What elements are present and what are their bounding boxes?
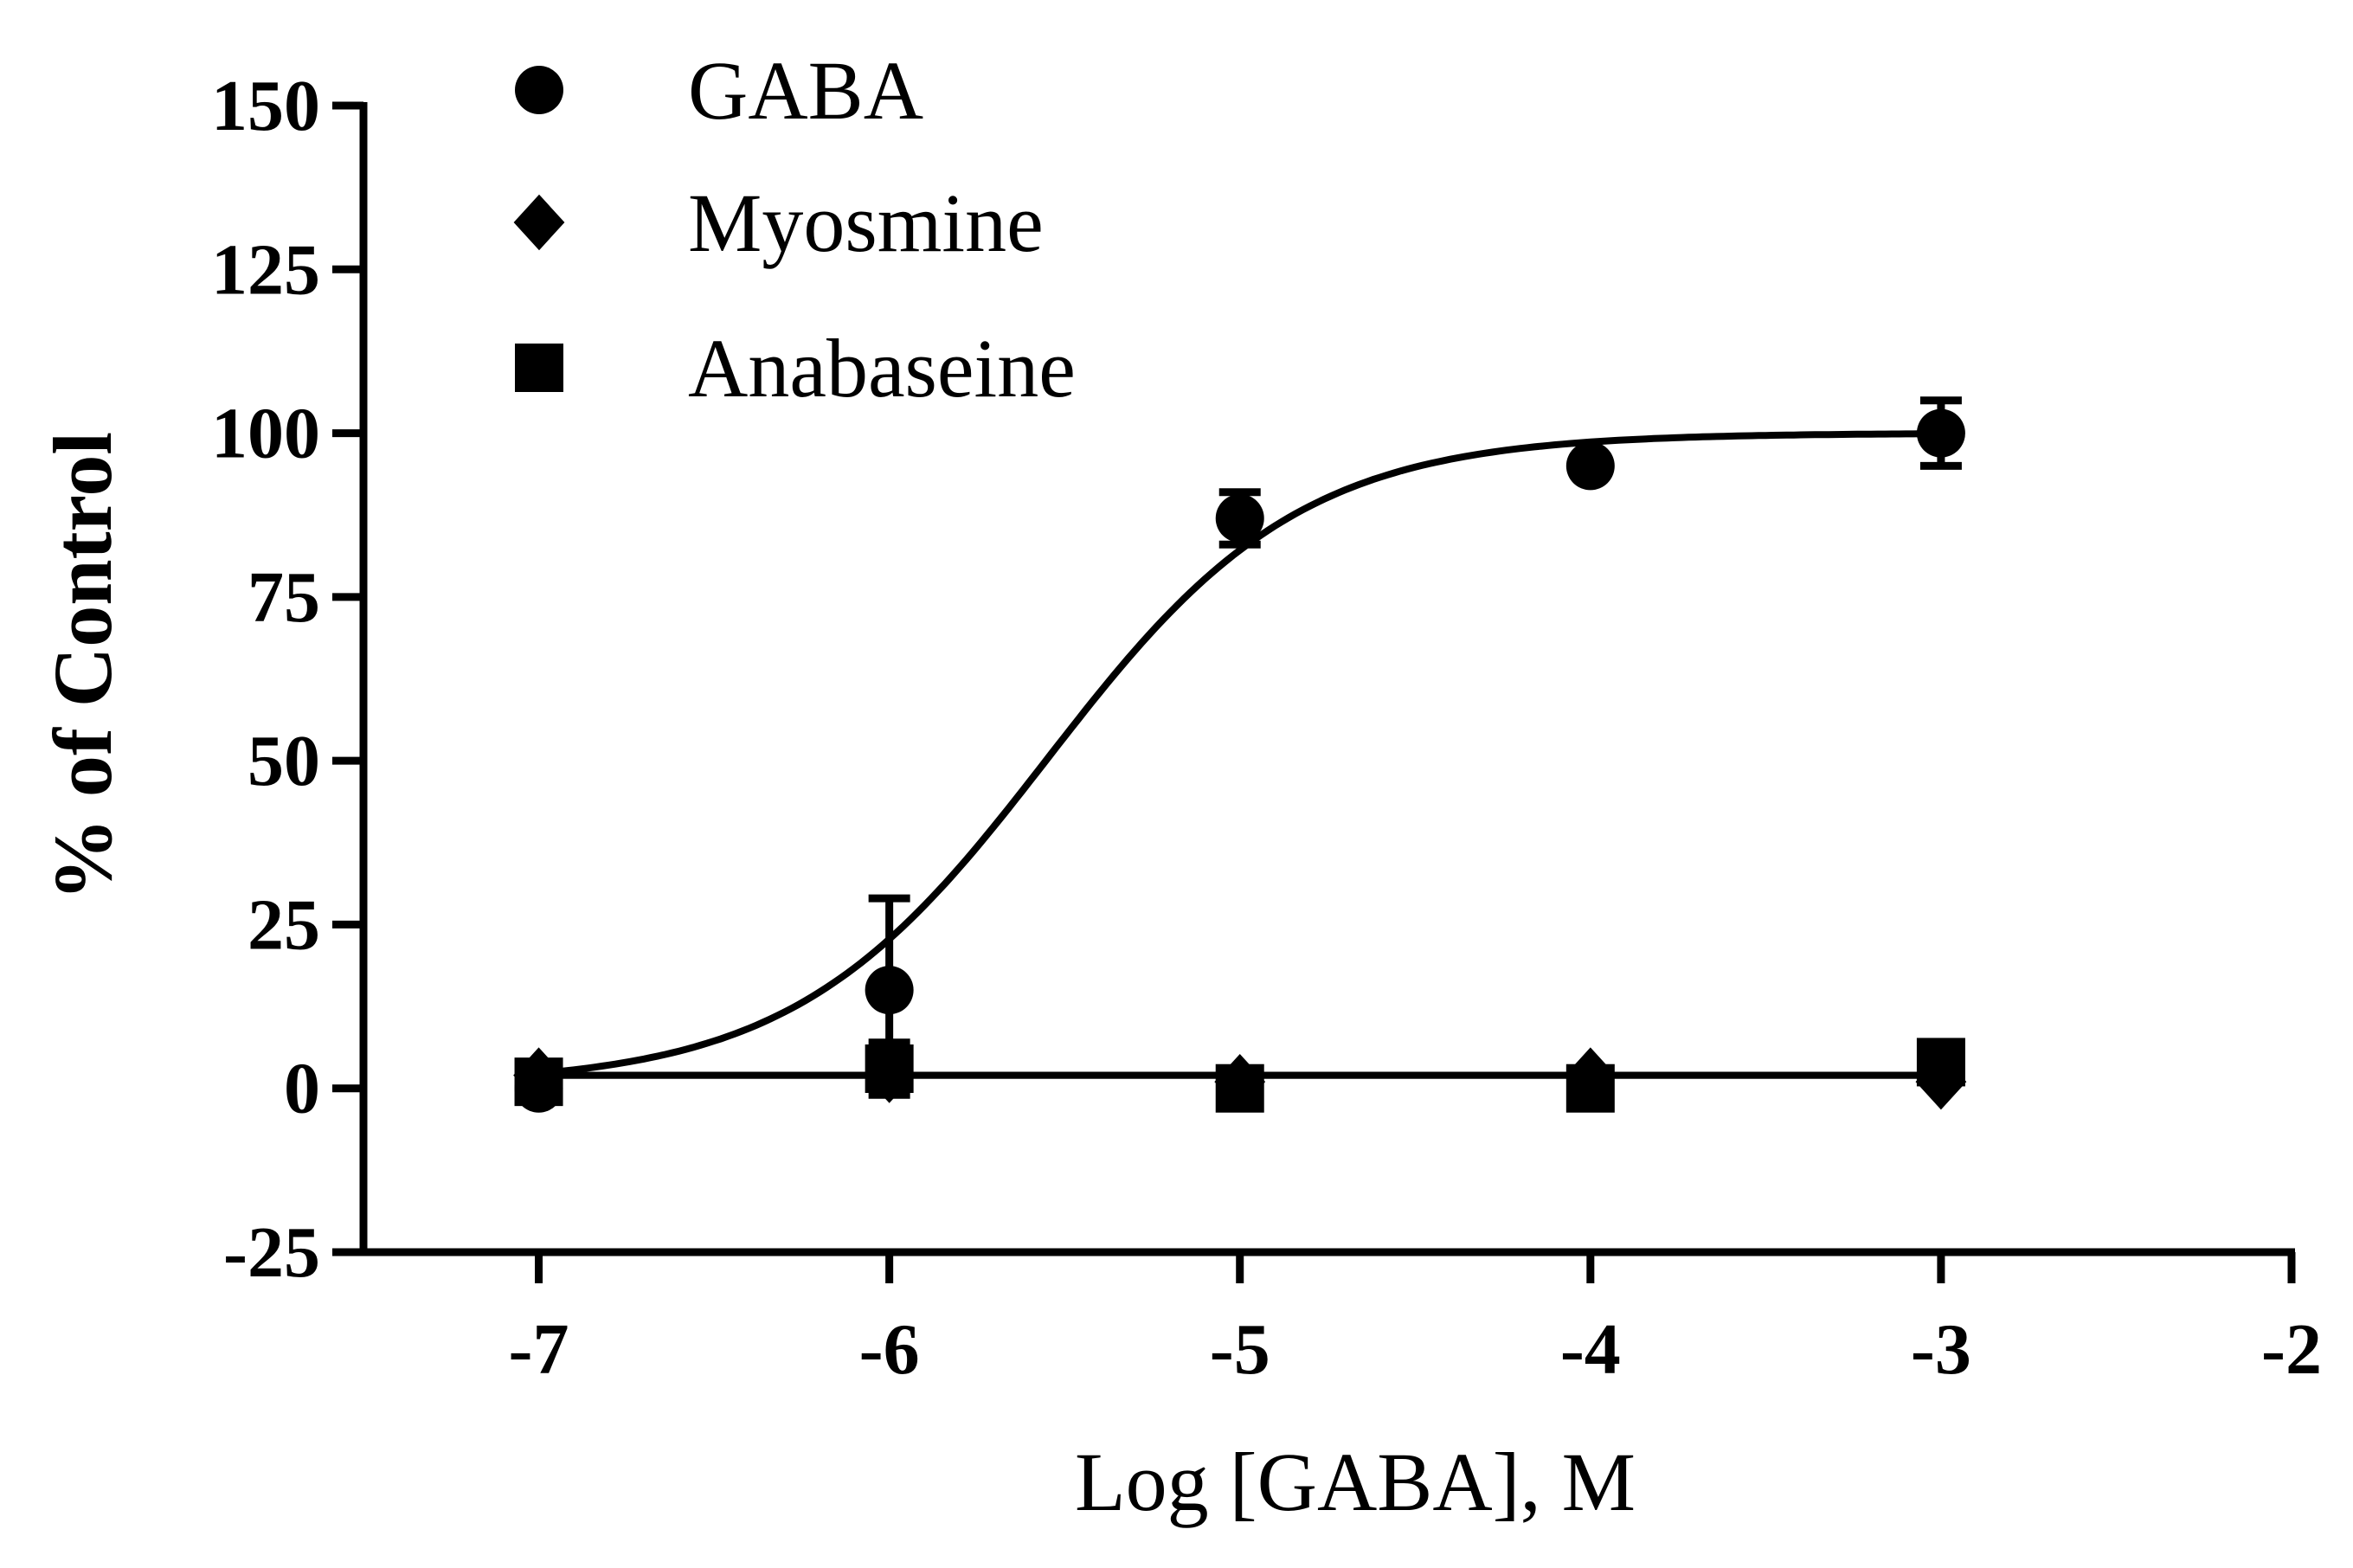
y-axis-label: % of Control <box>36 432 129 901</box>
data-markers <box>513 396 1967 1113</box>
y-tick-label: 25 <box>248 884 320 965</box>
legend-label-anabaseine: Anabaseine <box>688 322 1076 414</box>
data-point-anabaseine <box>1215 1064 1264 1113</box>
data-point-anabaseine <box>1916 1038 1965 1087</box>
legend-marker-gaba <box>515 66 563 114</box>
x-tick-label: -4 <box>1560 1309 1621 1390</box>
legend-label-myosmine: Myosmine <box>688 177 1044 269</box>
x-axis-label: Log [GABA], M <box>1075 1436 1636 1528</box>
y-tick-label: 125 <box>211 229 320 310</box>
x-tick-label: -3 <box>1911 1309 1971 1390</box>
y-tick-label: 50 <box>248 721 320 801</box>
y-tick-label: -25 <box>223 1212 320 1293</box>
y-tick-label: 150 <box>211 66 320 146</box>
x-tick-label: -7 <box>509 1309 569 1390</box>
y-tick-label: 0 <box>284 1049 320 1129</box>
fit-curve-gaba <box>538 430 1941 1077</box>
axes: -25 0 25 50 75 100 125 150 -7 -6 -5 -4 -3 -2 <box>211 66 2322 1390</box>
data-point-gaba <box>865 966 914 1015</box>
x-tick-label: -6 <box>859 1309 920 1390</box>
x-tick-label: -2 <box>2261 1309 2322 1390</box>
legend: GABA Myosmine Anabaseine <box>513 44 1076 414</box>
y-tick-label: 75 <box>248 557 320 638</box>
data-point-gaba <box>1565 441 1615 491</box>
x-tick-label: -5 <box>1210 1309 1270 1390</box>
legend-marker-myosmine <box>513 194 565 251</box>
data-point-gaba <box>1916 408 1965 458</box>
data-point-anabaseine <box>865 1044 914 1093</box>
data-point-anabaseine <box>514 1057 563 1107</box>
legend-label-gaba: GABA <box>688 44 923 137</box>
data-point-anabaseine <box>1565 1064 1615 1113</box>
data-point-gaba <box>1215 494 1264 543</box>
legend-marker-anabaseine <box>515 344 563 392</box>
y-tick-label: 100 <box>211 394 320 474</box>
